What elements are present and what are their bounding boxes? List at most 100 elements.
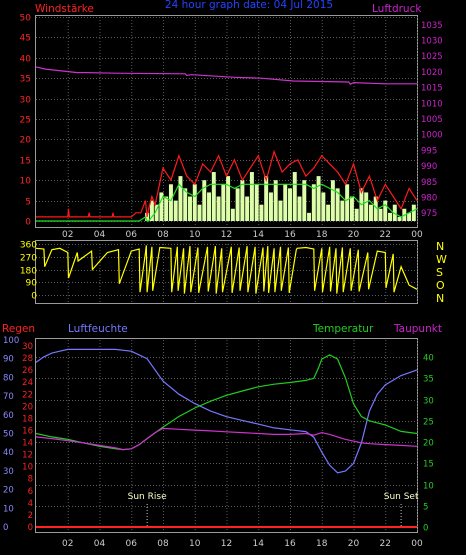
humidity-y-tick-label: 90 [3, 355, 14, 365]
rain-y-tick-label: 16 [22, 426, 33, 436]
rain-y-tick-label: 18 [22, 414, 33, 424]
wind-bar [292, 172, 297, 221]
wind-bar [159, 192, 164, 221]
wind-bar [188, 196, 192, 221]
wind-bar [340, 200, 345, 221]
wind-x-tick-label: 20 [348, 230, 360, 240]
wind-bar [364, 192, 369, 221]
temp-y-tick-label: 25 [423, 418, 434, 428]
taupunkt-label: Taupunkt [393, 323, 442, 335]
wind-bar [154, 204, 159, 221]
wind-y-tick-label: 25 [20, 116, 31, 126]
wind-bar [407, 212, 412, 221]
rain-y-tick-label: 6 [28, 487, 33, 497]
wind-bar [368, 204, 373, 221]
wind-panel-frame [35, 15, 418, 228]
climate-x-tick-label: 14 [253, 539, 265, 549]
humidity-y-tick-label: 100 [3, 336, 19, 346]
wind-bar [168, 184, 173, 221]
wind-bar [207, 192, 212, 221]
pressure-y-tick-label: 1000 [421, 131, 443, 141]
rain-y-tick-label: 8 [28, 475, 33, 485]
wind-x-tick-label: 16 [284, 230, 296, 240]
wind-bar [216, 196, 221, 221]
wind-y-tick-label: 0 [25, 218, 31, 228]
wind-y-tick-label: 10 [20, 177, 32, 187]
rain-y-tick-label: 30 [22, 342, 33, 352]
wind-bar [316, 176, 321, 221]
wind-bar [411, 204, 416, 221]
wind-bar [249, 172, 254, 221]
humidity-y-tick-label: 40 [3, 448, 14, 458]
compass-label: S [436, 266, 443, 279]
rain-y-tick-label: 20 [22, 402, 33, 412]
wind-bar [240, 180, 245, 221]
wind-x-tick-label: 02 [62, 230, 73, 240]
wind-bar [330, 180, 335, 221]
pressure-y-tick-label: 995 [421, 146, 437, 156]
wind-direction-line [35, 245, 418, 294]
sun-marker-label: Sun Set [384, 492, 419, 502]
wind-y-tick-label: 50 [20, 14, 32, 24]
temp-y-tick-label: 0 [423, 524, 428, 534]
wind-y-tick-label: 40 [20, 55, 32, 65]
wind-y-tick-label: 45 [20, 34, 31, 44]
rain-y-tick-label: 28 [22, 354, 33, 364]
wind-bar [268, 192, 273, 221]
pressure-y-tick-label: 985 [421, 178, 437, 188]
wind-y-tick-label: 20 [20, 136, 32, 146]
climate-x-tick-label: 04 [94, 539, 106, 549]
wind-y-tick-label: 15 [20, 157, 31, 167]
temperatur-line [35, 354, 418, 451]
wind-bar [349, 196, 354, 221]
compass-label: W [436, 253, 447, 266]
wind-bar [297, 196, 302, 221]
luftdruck-line [35, 66, 417, 85]
wind-bar [383, 200, 388, 221]
wind-bar [254, 184, 259, 221]
wind-bar [211, 172, 216, 221]
windb-en-line [36, 149, 418, 218]
pressure-y-tick-label: 1025 [421, 52, 443, 62]
climate-x-tick-label: 00 [411, 539, 423, 549]
wind-bar [226, 176, 231, 221]
direction-panel-marks [35, 245, 418, 294]
direction-y-tick-label: 0 [31, 292, 37, 302]
humidity-y-tick-label: 80 [3, 373, 14, 383]
wind-x-tick-label: 10 [189, 230, 201, 240]
wind-bar [173, 200, 178, 221]
direction-y-tick-label: 90 [26, 279, 38, 289]
temp-y-tick-label: 15 [423, 460, 434, 470]
wind-bar [245, 196, 250, 221]
wind-y-tick-label: 5 [25, 198, 31, 208]
rain-y-tick-label: 26 [22, 366, 33, 376]
wind-bar [321, 192, 326, 221]
wind-y-tick-label: 35 [20, 75, 31, 85]
climate-x-tick-label: 16 [284, 539, 296, 549]
header-windstaerke-label: Windstärke [35, 3, 94, 15]
rain-y-tick-label: 22 [22, 390, 33, 400]
temp-y-tick-label: 5 [423, 503, 428, 513]
sun-marker-label: Sun Rise [128, 492, 167, 502]
wind-bar [373, 196, 378, 221]
wind-panel-axes: 0510152025303540455097598098599099510001… [20, 14, 443, 241]
climate-x-tick-label: 10 [189, 539, 201, 549]
rain-y-tick-label: 2 [28, 511, 33, 521]
wind-x-tick-label: 06 [126, 230, 138, 240]
wind-bar [164, 196, 169, 221]
pressure-y-tick-label: 1030 [421, 37, 443, 47]
wind-x-tick-label: 12 [221, 230, 232, 240]
wind-bar [230, 208, 235, 221]
wind-bar [221, 184, 226, 221]
luftfeuchte-line [35, 348, 418, 474]
climate-x-tick-label: 22 [380, 539, 391, 549]
wind-bar [302, 180, 307, 221]
regen-label: Regen [2, 323, 35, 335]
humidity-y-tick-label: 60 [3, 411, 14, 421]
pressure-y-tick-label: 990 [421, 162, 437, 172]
wind-x-tick-label: 18 [316, 230, 328, 240]
wind-bar [202, 180, 207, 221]
rain-y-tick-label: 24 [22, 378, 33, 388]
wind-bar [307, 212, 312, 221]
